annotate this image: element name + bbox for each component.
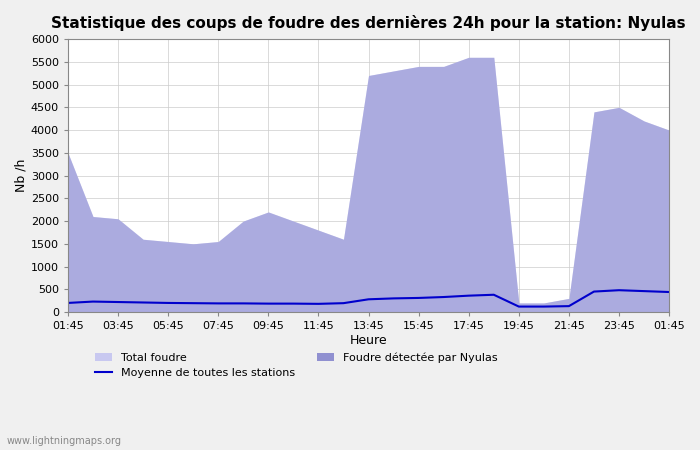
X-axis label: Heure: Heure [350,334,387,347]
Text: www.lightningmaps.org: www.lightningmaps.org [7,436,122,446]
Legend: Total foudre, Moyenne de toutes les stations, Foudre détectée par Nyulas: Total foudre, Moyenne de toutes les stat… [91,348,502,383]
Y-axis label: Nb /h: Nb /h [15,159,28,192]
Title: Statistique des coups de foudre des dernières 24h pour la station: Nyulas: Statistique des coups de foudre des dern… [51,15,686,31]
